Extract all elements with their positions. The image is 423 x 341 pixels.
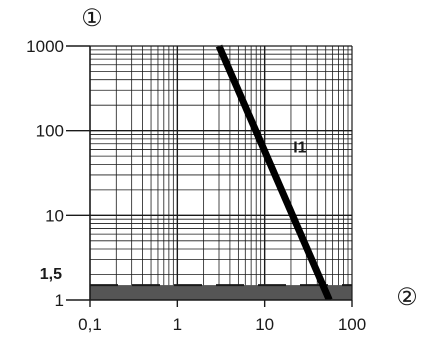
y-axis-marker: ① bbox=[81, 5, 103, 32]
x-axis-marker: ② bbox=[396, 284, 418, 311]
x-tick-label: 0,1 bbox=[78, 315, 102, 334]
tick-labels: I1 0,1 1 10 100 1 10 100 1000 1,5 ① ② bbox=[26, 5, 418, 334]
threshold-band bbox=[90, 284, 352, 300]
series-lines bbox=[215, 44, 333, 300]
x-tick-label: 10 bbox=[255, 315, 274, 334]
y-tick-label: 1 bbox=[55, 291, 64, 310]
x-tick-label: 100 bbox=[338, 315, 366, 334]
y-tick-label: 100 bbox=[36, 122, 64, 141]
grid-lines bbox=[90, 46, 352, 300]
y-tick-label: 10 bbox=[45, 206, 64, 225]
series-line-i1 bbox=[215, 44, 333, 300]
y-tick-label: 1000 bbox=[26, 37, 64, 56]
threshold-band-fill bbox=[90, 285, 352, 300]
band-label: 1,5 bbox=[40, 266, 62, 283]
axes-frame bbox=[66, 45, 353, 307]
x-tick-label: 1 bbox=[173, 315, 182, 334]
series-label-i1: I1 bbox=[293, 139, 306, 156]
